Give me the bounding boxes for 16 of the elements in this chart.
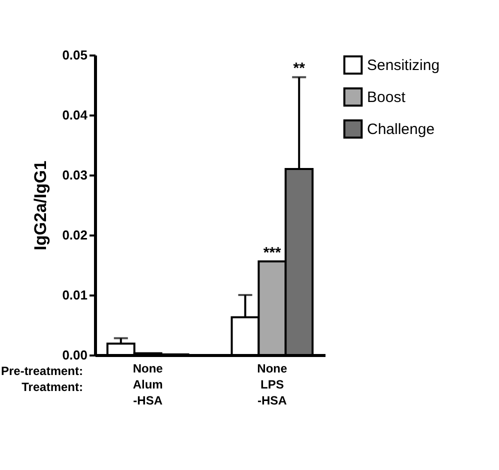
x-tick-label: None LPS -HSA xyxy=(257,362,288,408)
legend-label: Boost xyxy=(367,89,406,106)
y-tick-label: 0.05 xyxy=(62,48,88,62)
legend-label: Sensitizing xyxy=(367,57,440,74)
legend-label: Challenge xyxy=(367,121,435,138)
annotation: *** xyxy=(263,244,282,262)
y-axis-title: IgG2a/IgG1 xyxy=(31,160,50,250)
y-tick-label: 0.02 xyxy=(62,228,88,242)
text: Treatment: xyxy=(22,380,83,394)
x-tick-label: None Alum -HSA xyxy=(132,362,164,408)
y-tick-label: 0.01 xyxy=(62,288,88,302)
text: Pre-treatment: xyxy=(0,364,83,378)
annotation: ** xyxy=(293,60,306,78)
y-tick-label: 0.03 xyxy=(62,168,88,182)
y-tick-label: 0.00 xyxy=(62,348,88,362)
y-tick-label: 0.04 xyxy=(62,108,88,122)
